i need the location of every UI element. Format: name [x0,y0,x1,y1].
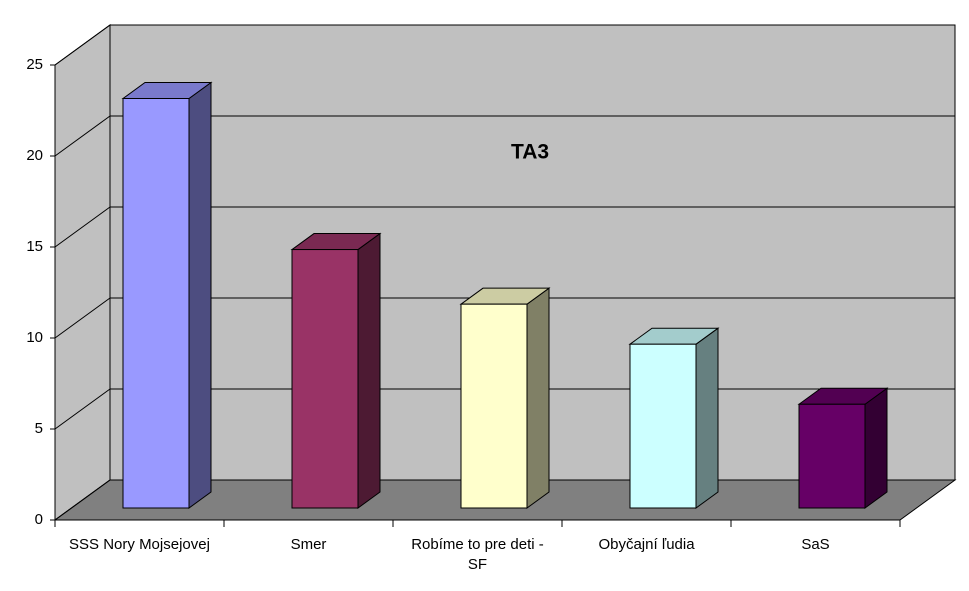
y-tick-label: 10 [26,329,43,346]
x-tick-label: SaS [801,536,830,553]
side-wall [54,24,111,521]
y-tick-label: 25 [26,56,43,73]
x-tick-label: Obyčajní ľudia [598,536,695,553]
x-tick-label: Smer [290,536,327,553]
bar [290,232,382,509]
x-tick-label: SSS Nory Mojsejovej [69,536,210,553]
bar [121,81,213,509]
y-tick-label: 5 [35,420,43,437]
bar-front [798,403,866,509]
bar [459,287,551,509]
bar-front [460,303,528,509]
grid-line [54,24,111,66]
bar-side [526,287,550,509]
bar-front [122,98,190,509]
grid-line [54,479,111,521]
y-tick-label: 15 [26,238,43,255]
grid-line [54,297,111,339]
y-tick-label: 0 [35,511,43,528]
bar [628,327,720,509]
bar-front [629,343,697,509]
bar-front [291,249,359,509]
x-tick-label: Robíme to pre deti - SF [411,536,544,573]
chart-title: TA3 [511,141,549,164]
grid-line [54,388,111,430]
grid-line [54,206,111,248]
bar-side [188,81,212,509]
bar [797,387,889,509]
bar-side [357,232,381,509]
y-tick-label: 20 [26,147,43,164]
bar-side [695,327,719,509]
bar-side [864,387,888,509]
grid-line [54,115,111,157]
